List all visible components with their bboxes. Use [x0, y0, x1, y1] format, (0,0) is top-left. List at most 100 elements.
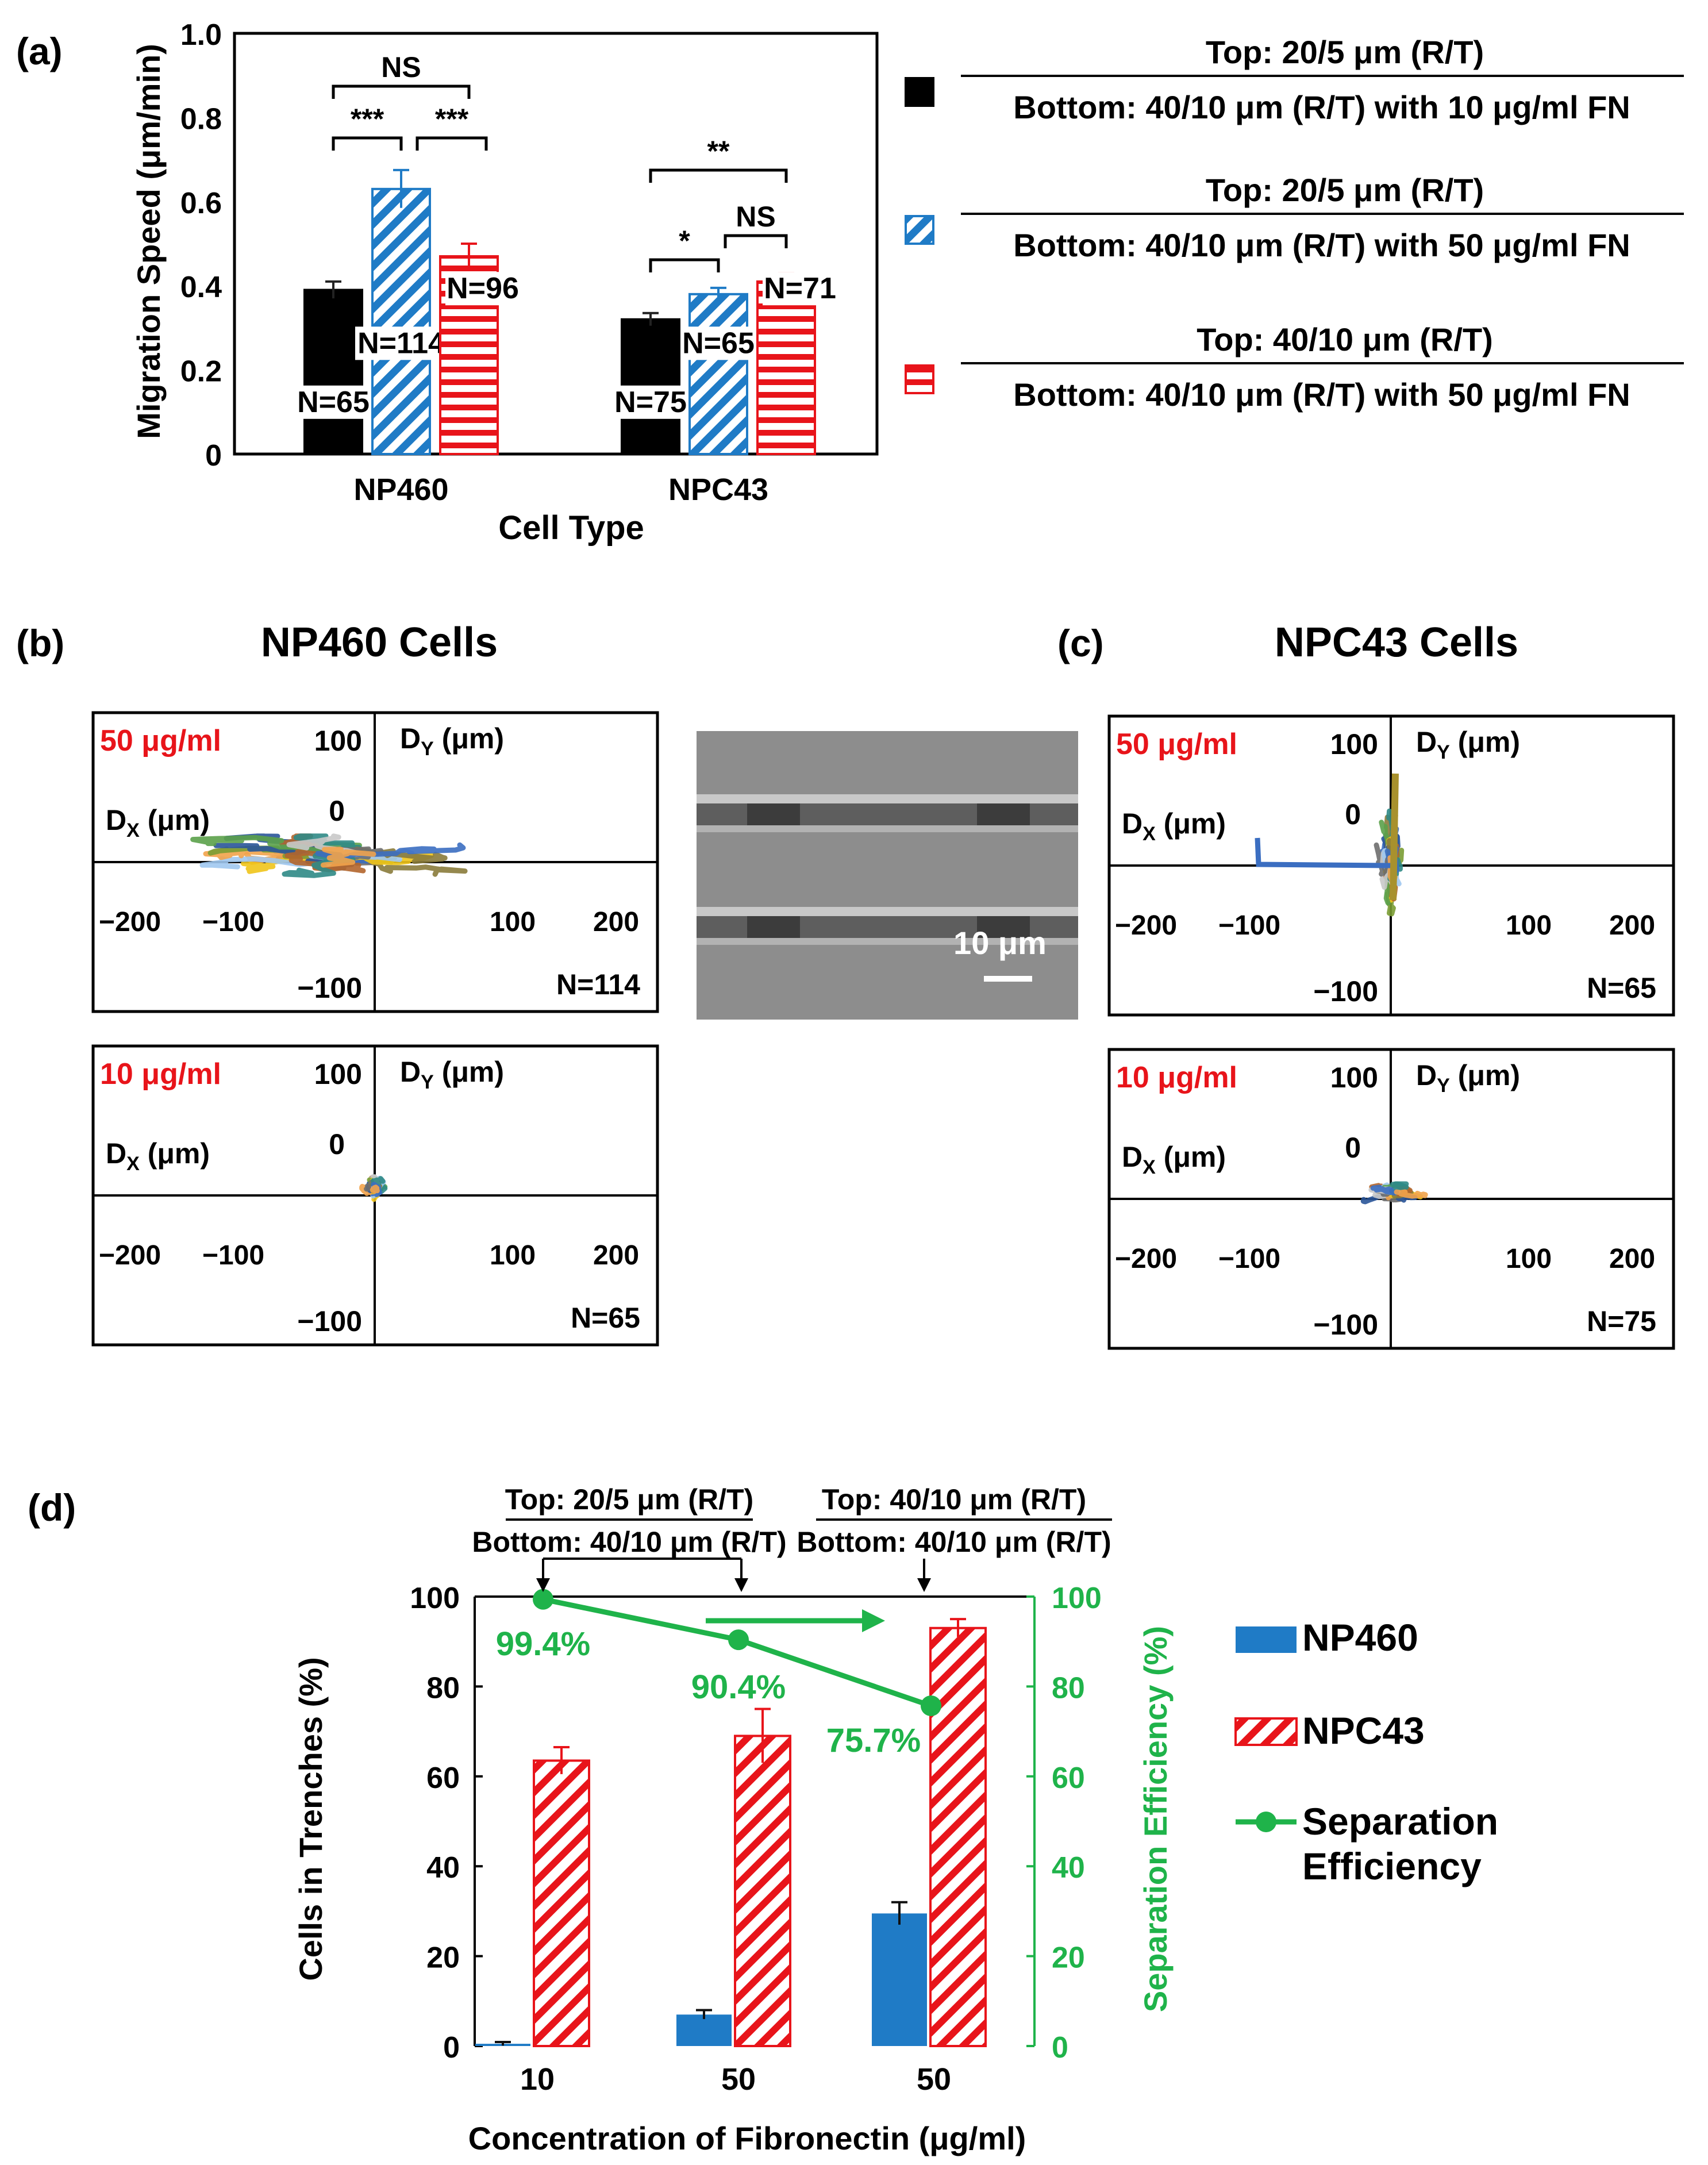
chart-a-ylabel: Migration Speed (μm/min) — [130, 44, 167, 439]
track-plot-dx-label: DX (μm) — [106, 804, 210, 841]
chart-d-annotation-top: Top: 20/5 μm (R/T) — [505, 1483, 753, 1516]
chart-d-bar-npc43 — [734, 1735, 791, 2047]
track-plot-dy-label: DY (μm) — [400, 722, 504, 760]
track-plot-xtick: −100 — [202, 907, 264, 937]
chart-a-bar — [303, 289, 363, 455]
track-plot-dx-label: DX (μm) — [106, 1137, 210, 1175]
chart-d-y2label: Separation Efficiency (%) — [1137, 1626, 1174, 2012]
chart-a-sig-bracket — [416, 136, 488, 151]
track-plot-ytick-100: 100 — [1330, 728, 1378, 760]
chart-a-legend-bottom: Bottom: 40/10 μm (R/T) with 50 μg/ml FN — [1013, 227, 1630, 263]
track-path — [1255, 837, 1391, 868]
chart-a-n-label: N=65 — [682, 326, 755, 360]
chart-d-y2tick: 20 — [1052, 1941, 1085, 1975]
chart-d-annotation-bottom: Bottom: 40/10 μm (R/T) — [797, 1526, 1111, 1558]
chart-d-legend-label: NP460 — [1302, 1616, 1418, 1659]
chart-d-y2tick: 40 — [1052, 1851, 1085, 1885]
chart-d-ytick: 0 — [443, 2031, 460, 2064]
chart-d-legend-swatch — [1236, 1626, 1297, 1653]
track-plot-xtick: 100 — [1506, 1244, 1552, 1274]
track-plot-xtick: 200 — [1609, 910, 1655, 941]
panel-b-title: NP460 Cells — [261, 620, 498, 666]
panel-d-label: (d) — [28, 1486, 76, 1529]
panel-b-label: (b) — [16, 622, 64, 664]
chart-d-y2tick: 60 — [1052, 1762, 1085, 1795]
chart-a-frame — [233, 32, 879, 456]
track-plot-xtick: −200 — [99, 1240, 161, 1271]
chart-d-ytick: 40 — [426, 1851, 460, 1885]
chart-d-annotation-top: Top: 40/10 μm (R/T) — [822, 1483, 1086, 1516]
chart-a-sig-bracket — [724, 234, 788, 248]
chart-a-legend-bottom: Bottom: 40/10 μm (R/T) with 50 μg/ml FN — [1013, 376, 1630, 413]
chart-a-legend-swatch — [905, 215, 934, 245]
chart-d-efficiency-point — [728, 1629, 749, 1651]
chart-a-sig-label: ** — [707, 135, 730, 167]
sem-scale-bar — [984, 976, 1032, 982]
track-plot-xtick: −100 — [1218, 1244, 1280, 1274]
chart-d-efficiency-point — [921, 1695, 941, 1717]
chart-a-n-label: N=114 — [357, 326, 445, 360]
track-plot-n: N=65 — [1587, 972, 1656, 1004]
track-plot-concentration: 10 μg/ml — [1116, 1061, 1237, 1094]
chart-a-n-bg — [681, 326, 756, 360]
sem-image: 10 μm — [697, 731, 1078, 1020]
chart-a-ytick: 0.6 — [180, 187, 222, 220]
track-plot-ytick-neg100: −100 — [1313, 1309, 1378, 1341]
chart-d-bar-np460 — [872, 1913, 927, 2046]
chart-a-sig-label: NS — [381, 51, 421, 83]
chart-a-n-label: N=75 — [614, 386, 687, 419]
track-plot-dx-label: DX (μm) — [1122, 807, 1226, 845]
chart-d-xtick: 50 — [917, 2062, 951, 2097]
track-path — [320, 847, 376, 868]
chart-a-sig-label: * — [679, 225, 690, 257]
chart-a-xtick: NPC43 — [668, 472, 768, 507]
chart-a-n-label: N=96 — [447, 272, 519, 305]
panel-c-title: NPC43 Cells — [1275, 620, 1518, 666]
chart-d-annotation-arrowhead — [917, 1578, 931, 1592]
panel-a-label: (a) — [16, 30, 63, 72]
chart-d-legend-marker — [1256, 1812, 1276, 1832]
track-plot-xtick: −100 — [1218, 910, 1280, 941]
chart-d-ytick: 20 — [426, 1941, 460, 1975]
track-plot-xtick: 200 — [593, 907, 639, 937]
track-plot-ytick-0: 0 — [1345, 1132, 1361, 1164]
chart-a-bar — [756, 280, 816, 455]
track-plot-ytick-100: 100 — [1330, 1062, 1378, 1094]
chart-d-efficiency-label: 75.7% — [826, 1722, 921, 1759]
track-path — [284, 849, 366, 874]
track-plot-concentration: 50 μg/ml — [100, 724, 221, 757]
chart-a-xtick: NP460 — [353, 472, 448, 507]
track-plot-dy-label: DY (μm) — [1416, 1059, 1520, 1097]
chart-a-legend-top: Top: 20/5 μm (R/T) — [1206, 34, 1484, 70]
track-path — [1370, 1185, 1399, 1196]
chart-a-ytick: 1.0 — [180, 18, 222, 52]
chart-a-sig-bracket — [649, 168, 788, 183]
chart-d-legend-label: Efficiency — [1302, 1845, 1482, 1887]
chart-d-efficiency-label: 99.4% — [496, 1625, 590, 1663]
chart-d-annotation-bottom: Bottom: 40/10 μm (R/T) — [472, 1526, 786, 1558]
chart-a-xlabel: Cell Type — [498, 509, 644, 547]
track-plot-xtick: 100 — [490, 1240, 536, 1271]
chart-d-bar-npc43 — [533, 1759, 590, 2047]
chart-d-xlabel: Concentration of Fibronectin (μg/ml) — [468, 2120, 1026, 2156]
track-plot-n: N=75 — [1587, 1305, 1656, 1337]
chart-a-sig-label: *** — [435, 103, 469, 135]
chart-d-y2tick: 80 — [1052, 1671, 1085, 1705]
track-plot-ytick-neg100: −100 — [1313, 975, 1378, 1007]
chart-d-xtick: 50 — [721, 2062, 756, 2097]
track-plot-ytick-0: 0 — [329, 1128, 345, 1160]
chart-d-green-arrowhead — [862, 1609, 885, 1632]
chart-d-legend-label: Separation — [1302, 1800, 1498, 1843]
chart-a-sig-label: *** — [351, 103, 384, 135]
chart-d-y2tick: 100 — [1052, 1582, 1102, 1615]
chart-a-ytick: 0.8 — [180, 102, 222, 136]
track-plot-ytick-neg100: −100 — [297, 1305, 362, 1337]
track-plot-xtick: 200 — [593, 1240, 639, 1271]
chart-a-ytick: 0.4 — [180, 271, 222, 304]
chart-a-sig-bracket — [332, 84, 471, 99]
chart-a-n-bg — [296, 385, 371, 419]
chart-a-sig-bracket — [649, 258, 720, 272]
chart-d-bar-np460 — [676, 2014, 732, 2046]
chart-d-ytick: 80 — [426, 1671, 460, 1705]
